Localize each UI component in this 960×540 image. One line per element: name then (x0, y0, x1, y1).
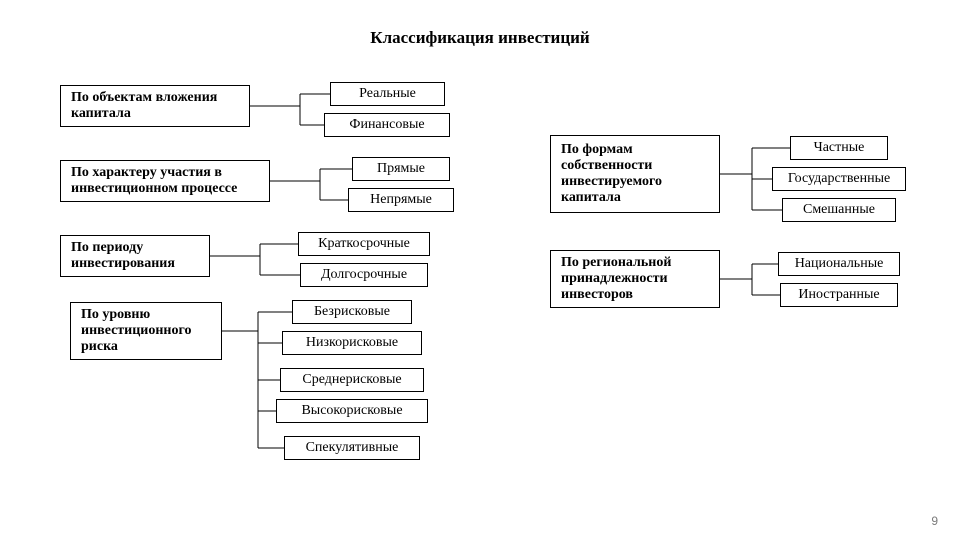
item-foreign: Иностранные (780, 283, 898, 307)
diagram-canvas: Классификация инвестиций По объектам вло… (0, 0, 960, 540)
item-speculative: Спекулятивные (284, 436, 420, 460)
category-objects: По объектам вложения капитала (60, 85, 250, 127)
item-medium-risk: Среднерисковые (280, 368, 424, 392)
item-direct: Прямые (352, 157, 450, 181)
page-number: 9 (931, 514, 938, 528)
item-high-risk: Высокорисковые (276, 399, 428, 423)
item-private: Частные (790, 136, 888, 160)
item-long-term: Долгосрочные (300, 263, 428, 287)
item-no-risk: Безрисковые (292, 300, 412, 324)
item-low-risk: Низкорисковые (282, 331, 422, 355)
category-ownership: По формам собственности инвестируемого к… (550, 135, 720, 213)
item-financial: Финансовые (324, 113, 450, 137)
category-participation: По характеру участия в инвестиционном пр… (60, 160, 270, 202)
item-real: Реальные (330, 82, 445, 106)
category-region: По региональной принадлежности инвесторо… (550, 250, 720, 308)
category-risk: По уровню инвестиционного риска (70, 302, 222, 360)
item-national: Национальные (778, 252, 900, 276)
page-title: Классификация инвестиций (0, 28, 960, 48)
item-short-term: Краткосрочные (298, 232, 430, 256)
item-state: Государственные (772, 167, 906, 191)
category-period: По периоду инвестирования (60, 235, 210, 277)
item-indirect: Непрямые (348, 188, 454, 212)
item-mixed: Смешанные (782, 198, 896, 222)
